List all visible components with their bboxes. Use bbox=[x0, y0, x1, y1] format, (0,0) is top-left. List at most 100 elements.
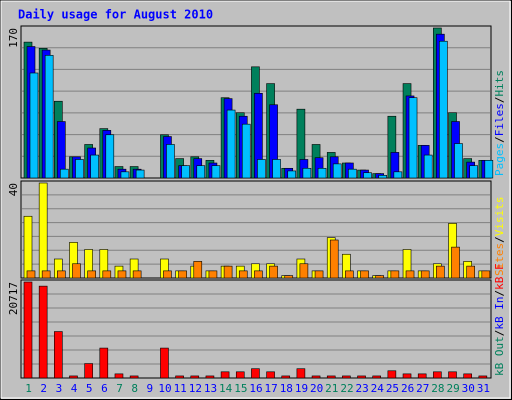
bar bbox=[69, 375, 78, 379]
bar bbox=[299, 263, 309, 279]
bar bbox=[193, 261, 203, 279]
x-tick-label: 20 bbox=[310, 382, 323, 395]
x-tick-label: 19 bbox=[295, 382, 308, 395]
bar bbox=[223, 265, 233, 279]
x-tick-label: 31 bbox=[477, 382, 490, 395]
bar bbox=[178, 270, 187, 279]
bar bbox=[332, 163, 342, 179]
bar bbox=[84, 363, 93, 379]
x-tick-label: 6 bbox=[101, 382, 108, 395]
legend-label: kB F bbox=[493, 263, 506, 290]
bar bbox=[348, 168, 357, 179]
x-tick-label: 16 bbox=[249, 382, 262, 395]
bar bbox=[423, 154, 433, 179]
bar bbox=[481, 270, 491, 279]
legend: Sites/Visits bbox=[493, 197, 506, 277]
legend-separator: / bbox=[493, 330, 506, 337]
bar bbox=[190, 375, 200, 379]
bar bbox=[205, 375, 215, 379]
bar bbox=[448, 371, 457, 379]
bar bbox=[387, 370, 397, 379]
bar bbox=[90, 154, 99, 179]
bar bbox=[60, 168, 69, 179]
bar bbox=[135, 169, 145, 179]
x-tick-label: 27 bbox=[416, 382, 429, 395]
bar bbox=[29, 72, 39, 179]
bar bbox=[57, 270, 66, 279]
legend-label: Hits bbox=[493, 70, 506, 97]
bar bbox=[326, 375, 336, 379]
legend: Sites/Visits bbox=[493, 197, 506, 277]
x-tick-label: 12 bbox=[189, 382, 202, 395]
bar bbox=[23, 215, 33, 279]
x-tick-label: 29 bbox=[446, 382, 459, 395]
legend-separator: / bbox=[493, 136, 506, 143]
bar bbox=[72, 263, 81, 279]
x-tick-label: 15 bbox=[234, 382, 247, 395]
bar bbox=[372, 375, 382, 379]
x-tick-label: 2 bbox=[40, 382, 47, 395]
x-tick-label: 22 bbox=[340, 382, 353, 395]
bar bbox=[241, 123, 251, 179]
bar bbox=[254, 270, 263, 279]
bar bbox=[211, 165, 221, 179]
bar bbox=[296, 368, 306, 379]
chart-title: Daily usage for August 2010 bbox=[18, 8, 213, 22]
bar bbox=[196, 165, 206, 179]
bar bbox=[220, 371, 230, 379]
bar bbox=[466, 265, 475, 279]
bar bbox=[272, 159, 281, 179]
bar bbox=[208, 270, 218, 279]
bar bbox=[436, 265, 445, 279]
x-tick-label: 17 bbox=[265, 382, 278, 395]
bar bbox=[345, 270, 354, 279]
x-tick-label: 4 bbox=[71, 382, 78, 395]
x-tick-label: 23 bbox=[356, 382, 369, 395]
y-tick-label: 40 bbox=[7, 183, 20, 196]
bar bbox=[378, 175, 388, 179]
x-tick-label: 30 bbox=[462, 382, 475, 395]
bar bbox=[38, 285, 48, 379]
x-tick-label: 11 bbox=[174, 382, 187, 395]
bar bbox=[87, 270, 96, 279]
x-tick-label: 14 bbox=[219, 382, 233, 395]
bar bbox=[54, 331, 63, 379]
x-tick-label: 8 bbox=[131, 382, 138, 395]
x-tick-label: 5 bbox=[86, 382, 93, 395]
bar bbox=[41, 270, 51, 279]
bar bbox=[363, 172, 372, 179]
bar bbox=[105, 134, 115, 179]
bar bbox=[160, 347, 169, 379]
legend-label: kB Out bbox=[493, 336, 506, 376]
bar bbox=[181, 165, 190, 179]
bar bbox=[454, 143, 463, 179]
bar bbox=[166, 144, 175, 179]
bar bbox=[357, 375, 366, 379]
x-tick-label: 25 bbox=[386, 382, 399, 395]
plot-area bbox=[20, 279, 492, 379]
bar bbox=[266, 371, 275, 379]
x-tick-label: 21 bbox=[325, 382, 338, 395]
x-tick-label: 18 bbox=[280, 382, 293, 395]
legend-label: Pages bbox=[493, 143, 506, 176]
bar bbox=[375, 275, 385, 279]
plot-area bbox=[20, 180, 492, 279]
bar bbox=[393, 171, 403, 179]
x-tick-label: 10 bbox=[158, 382, 171, 395]
x-tick-label: 3 bbox=[56, 382, 63, 395]
x-tick-label: 24 bbox=[371, 382, 385, 395]
bar bbox=[129, 375, 139, 379]
legend-separator: / bbox=[493, 97, 506, 104]
legend-separator: / bbox=[493, 290, 506, 297]
y-tick: 20717 bbox=[7, 282, 20, 315]
legend: kB Out/kB In/kB F bbox=[493, 263, 506, 376]
bar bbox=[317, 167, 327, 179]
legend: Pages/Files/Hits bbox=[493, 70, 506, 176]
legend-label: Visits bbox=[493, 197, 506, 237]
bar bbox=[257, 159, 266, 179]
y-tick: 170 bbox=[7, 28, 20, 48]
bar bbox=[284, 275, 294, 279]
legend-label: Sites bbox=[493, 243, 506, 276]
